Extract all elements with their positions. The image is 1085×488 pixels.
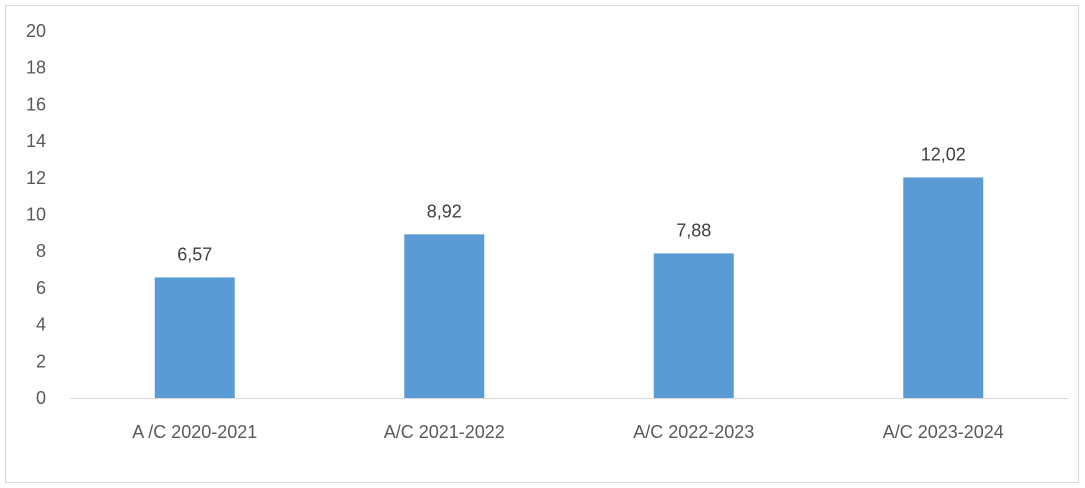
y-tick-label: 16 bbox=[26, 94, 46, 114]
bar-value-label: 8,92 bbox=[427, 201, 462, 221]
y-tick-label: 8 bbox=[36, 241, 46, 261]
x-category-label: A /C 2020-2021 bbox=[132, 422, 257, 442]
x-category-label: A/C 2021-2022 bbox=[384, 422, 505, 442]
bar bbox=[903, 177, 984, 398]
x-category-label: A/C 2023-2024 bbox=[883, 422, 1004, 442]
bar-value-label: 6,57 bbox=[177, 244, 212, 264]
y-tick-label: 18 bbox=[26, 58, 46, 78]
y-tick-label: 10 bbox=[26, 205, 46, 225]
y-tick-label: 4 bbox=[36, 315, 46, 335]
y-tick-label: 6 bbox=[36, 278, 46, 298]
chart-frame bbox=[5, 5, 1079, 483]
bar-value-label: 12,02 bbox=[921, 144, 966, 164]
y-tick-label: 2 bbox=[36, 351, 46, 371]
bars bbox=[154, 177, 984, 398]
bar-value-label: 7,88 bbox=[676, 220, 711, 240]
y-tick-label: 14 bbox=[26, 131, 46, 151]
y-tick-label: 0 bbox=[36, 388, 46, 408]
y-tick-label: 20 bbox=[26, 21, 46, 41]
y-axis-tick-labels: 0 2 4 6 8 10 12 14 16 18 20 bbox=[26, 21, 46, 408]
x-axis-category-labels: A /C 2020-2021 A/C 2021-2022 A/C 2022-2023… bbox=[132, 422, 1004, 442]
bar bbox=[653, 253, 734, 398]
data-labels: 6,57 8,92 7,88 12,02 bbox=[177, 144, 966, 264]
bar bbox=[404, 234, 485, 398]
bar bbox=[154, 277, 235, 398]
x-category-label: A/C 2022-2023 bbox=[633, 422, 754, 442]
y-tick-label: 12 bbox=[26, 168, 46, 188]
